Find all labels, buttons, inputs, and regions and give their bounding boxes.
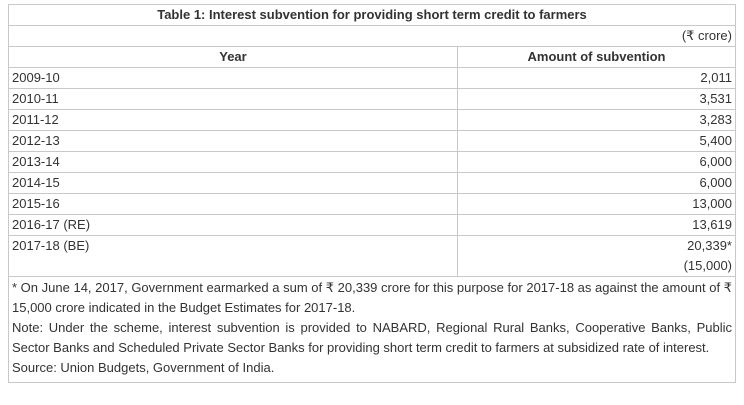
- table-row: 2014-15 6,000: [8, 172, 736, 194]
- year-cell: 2016-17 (RE): [8, 214, 458, 236]
- unit: (₹ crore): [8, 25, 736, 47]
- note: Note: Under the scheme, interest subvent…: [12, 320, 732, 355]
- amount: 3,531: [699, 91, 732, 106]
- amount: 6,000: [699, 154, 732, 169]
- amount: 6,000: [699, 175, 732, 190]
- amount-cell: 20,339* (15,000): [457, 235, 736, 277]
- amount: 20,339*: [687, 238, 732, 253]
- amount-cell: 3,283: [457, 109, 736, 131]
- year-cell: 2017-18 (BE): [8, 235, 458, 277]
- amount-cell: 2,011: [457, 67, 736, 89]
- amount: 2,011: [700, 70, 732, 85]
- year-cell: 2013-14: [8, 151, 458, 173]
- amount-cell: 3,531: [457, 88, 736, 110]
- year-cell: 2011-12: [8, 109, 458, 131]
- amount-cell: 6,000: [457, 172, 736, 194]
- year-cell: 2010-11: [8, 88, 458, 110]
- table-row: 2009-10 2,011: [8, 67, 736, 89]
- amount: 13,619: [692, 217, 732, 232]
- amount: 13,000: [692, 196, 732, 211]
- column-header: Amount of subvention: [457, 46, 736, 68]
- table-row: 2012-13 5,400: [8, 130, 736, 152]
- notes-row: * On June 14, 2017, Government earmarked…: [8, 276, 736, 383]
- amount-cell: 13,619: [457, 214, 736, 236]
- amount-cell: 13,000: [457, 193, 736, 215]
- amount-cell: 6,000: [457, 151, 736, 173]
- table-row: 2017-18 (BE) 20,339* (15,000): [8, 235, 736, 277]
- year-cell: 2015-16: [8, 193, 458, 215]
- amount: 5,400: [699, 133, 732, 148]
- year-cell: 2012-13: [8, 130, 458, 152]
- table-title: Table 1: Interest subvention for providi…: [8, 4, 736, 26]
- table-row: 2011-12 3,283: [8, 109, 736, 131]
- data-table: Table 1: Interest subvention for providi…: [8, 4, 736, 383]
- note: * On June 14, 2017, Government earmarked…: [12, 280, 732, 315]
- year-cell: 2014-15: [8, 172, 458, 194]
- table-row: 2015-16 13,000: [8, 193, 736, 215]
- note: Source: Union Budgets, Government of Ind…: [12, 360, 275, 375]
- notes-cell: * On June 14, 2017, Government earmarked…: [8, 276, 736, 383]
- column-header: Year: [8, 46, 458, 68]
- table-row: 2016-17 (RE) 13,619: [8, 214, 736, 236]
- amount-cell: 5,400: [457, 130, 736, 152]
- table-row: 2013-14 6,000: [8, 151, 736, 173]
- table-row: 2010-11 3,531: [8, 88, 736, 110]
- budget-estimate: (15,000): [683, 258, 732, 273]
- amount: 3,283: [699, 112, 732, 127]
- year-cell: 2009-10: [8, 67, 458, 89]
